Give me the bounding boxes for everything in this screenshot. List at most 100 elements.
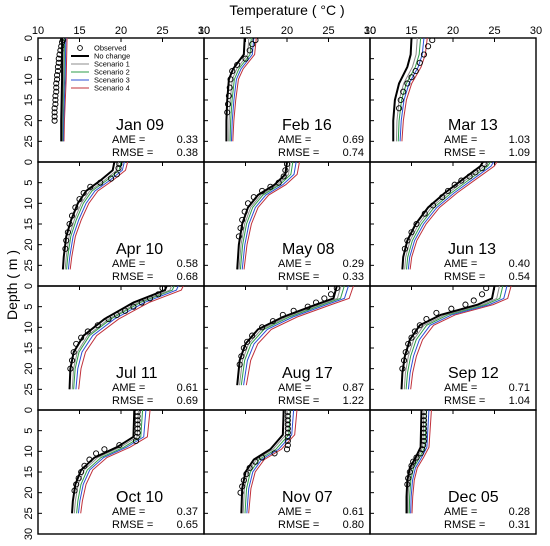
observed-point xyxy=(243,471,250,478)
y-tick-label: 15 xyxy=(23,218,35,230)
observed-point xyxy=(51,113,58,120)
panel-plot-area xyxy=(61,162,129,270)
observed-point xyxy=(405,340,412,347)
observed-point xyxy=(271,450,278,457)
scenario-4-line xyxy=(245,286,354,386)
scenario-3-line xyxy=(62,38,67,142)
y-tick-label: 10 xyxy=(23,445,35,457)
rmse-label: RMSE = xyxy=(278,147,319,159)
y-tick-label: 20 xyxy=(23,363,35,375)
y-tick-label: 0 xyxy=(23,159,35,165)
scenario-3-line xyxy=(243,286,349,386)
y-tick-label: 20 xyxy=(23,487,35,499)
scenario-4-line xyxy=(69,162,129,270)
legend-entry-label: Observed xyxy=(94,44,127,53)
observed-point xyxy=(52,92,59,99)
ame-value: 0.37 xyxy=(177,506,198,518)
observed-point xyxy=(420,433,428,440)
panel-plot-area xyxy=(399,286,512,390)
panel-date-label: Apr 10 xyxy=(116,241,163,258)
observed-point xyxy=(404,237,411,244)
observed-point xyxy=(408,229,415,236)
scenario-3-line xyxy=(407,286,508,390)
scenario-2-line xyxy=(229,38,252,142)
observed-point xyxy=(53,88,60,95)
ame-label: AME = xyxy=(278,506,311,518)
rmse-value: 0.54 xyxy=(509,271,530,283)
observed-point xyxy=(236,361,243,368)
observed-point xyxy=(107,175,115,182)
panel-date-label: Mar 13 xyxy=(448,117,498,134)
observed-point xyxy=(279,311,286,318)
observed-point xyxy=(235,233,242,240)
panel-date-label: Feb 16 xyxy=(282,117,332,134)
scenario-4-line xyxy=(78,286,184,390)
observed-point xyxy=(229,68,236,75)
panel-date-label: Nov 07 xyxy=(282,489,333,506)
observed-point xyxy=(68,212,76,219)
ame-value: 0.40 xyxy=(509,258,530,270)
scenario-3-line xyxy=(407,162,495,270)
scenario-1-line xyxy=(407,410,425,514)
scenario-2-line xyxy=(66,162,122,270)
observed-point xyxy=(73,340,80,347)
observed-point xyxy=(54,63,61,70)
scenario-3-line xyxy=(399,38,425,142)
observed-point xyxy=(413,220,420,228)
observed-point xyxy=(259,454,266,461)
observed-point xyxy=(72,204,79,211)
observed-point xyxy=(146,295,154,302)
observed-point xyxy=(275,179,282,186)
observed-point xyxy=(333,286,340,292)
observed-point xyxy=(97,179,104,186)
figure-ylabel: Depth ( m ) xyxy=(4,250,20,320)
legend-entry-label: Scenario 2 xyxy=(94,68,130,77)
x-tick-label: 25 xyxy=(322,25,334,37)
scenario-3-line xyxy=(230,38,255,142)
observed-point xyxy=(421,210,428,217)
observed-point xyxy=(51,117,58,124)
observed-point xyxy=(399,365,406,372)
observed-point xyxy=(80,189,87,197)
scenario-1-line xyxy=(228,38,250,142)
observed-point xyxy=(227,76,234,83)
y-tick-label: 5 xyxy=(23,304,35,310)
panel-date-label: May 08 xyxy=(282,241,335,258)
observed-point xyxy=(116,442,123,449)
observed-point xyxy=(420,417,428,424)
observed-point xyxy=(225,101,232,108)
observed-point xyxy=(75,475,82,482)
observed-point xyxy=(284,429,291,436)
scenario-2-line xyxy=(239,162,294,270)
observed-point xyxy=(113,171,120,178)
observed-point xyxy=(116,162,123,168)
observed-point xyxy=(448,305,455,312)
observed-point xyxy=(466,173,473,180)
ame-label: AME = xyxy=(278,382,311,394)
observed-point xyxy=(408,74,415,81)
y-tick-label: 0 xyxy=(23,35,35,41)
observed-point xyxy=(397,96,404,104)
x-tick-label: 15 xyxy=(239,25,251,37)
scenario-3-line xyxy=(77,410,147,514)
observed-point xyxy=(423,316,430,323)
ame-value: 0.61 xyxy=(177,382,198,394)
panel-date-label: Aug 17 xyxy=(282,365,333,382)
observed-point xyxy=(240,344,247,352)
scenario-1-line xyxy=(71,286,173,390)
observed-point xyxy=(429,38,436,44)
rmse-value: 0.65 xyxy=(177,519,198,531)
observed-point xyxy=(246,47,253,54)
observed-point xyxy=(57,47,64,54)
observed-point xyxy=(55,59,62,66)
scenario-3-line xyxy=(246,410,295,514)
scenario-4-line xyxy=(232,38,257,142)
observed-point xyxy=(483,286,490,292)
rmse-value: 0.68 xyxy=(177,271,198,283)
x-tick-label: 15 xyxy=(405,25,417,37)
x-tick-label: 30 xyxy=(198,25,210,37)
